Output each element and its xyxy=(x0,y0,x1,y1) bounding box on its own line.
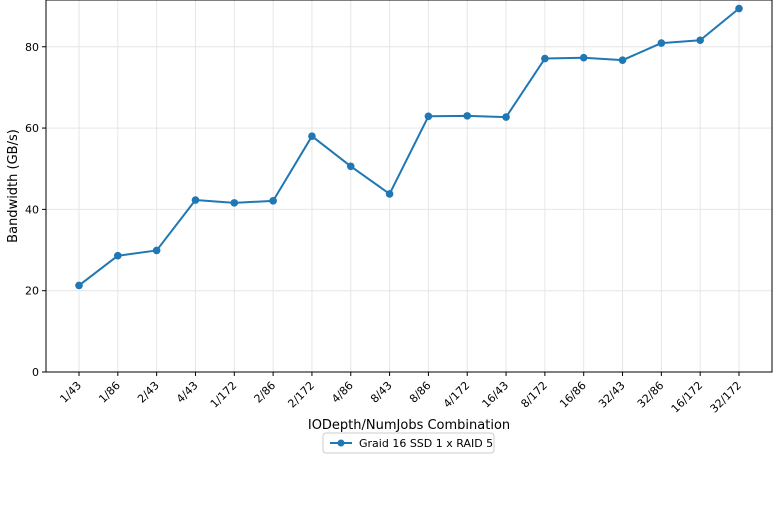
x-tick-label: 1/86 xyxy=(96,379,123,406)
x-tick-label: 2/172 xyxy=(285,379,317,411)
x-tick-label: 32/43 xyxy=(596,379,628,411)
data-point xyxy=(346,162,355,171)
legend-box xyxy=(322,432,495,454)
data-point xyxy=(269,197,277,205)
plot-area-frame xyxy=(45,0,773,373)
legend: Graid 16 SSD 1 x RAID 5 xyxy=(322,432,495,454)
data-point xyxy=(541,54,549,63)
data-point xyxy=(502,113,510,121)
x-axis-title: IODepth/NumJobs Combination xyxy=(308,418,510,433)
data-point xyxy=(657,39,666,47)
legend-marker-swatch xyxy=(337,439,345,447)
x-tick-label: 1/172 xyxy=(208,379,240,411)
x-tick-label: 2/86 xyxy=(252,379,279,406)
x-tick-label: 16/43 xyxy=(480,379,512,411)
x-tick-label: 8/86 xyxy=(407,379,434,406)
x-tick-label: 8/43 xyxy=(368,379,395,406)
data-point xyxy=(385,190,394,198)
y-tick-label: 40 xyxy=(25,203,39,216)
y-tick-label: 20 xyxy=(25,285,39,298)
x-tick-label: 32/172 xyxy=(708,379,745,416)
data-point xyxy=(618,56,627,64)
data-point xyxy=(579,53,588,62)
x-tick-label: 32/86 xyxy=(635,379,667,411)
x-axis-ticks: 1/43 1/86 2/43 4/43 1/172 2/86 2/172 4/86 8/43 8/… xyxy=(57,372,744,415)
data-point xyxy=(463,112,472,120)
grid-lines xyxy=(46,0,772,373)
series-layer xyxy=(75,4,743,290)
data-point xyxy=(696,36,704,45)
data-point xyxy=(424,112,433,121)
x-tick-label: 4/86 xyxy=(329,379,356,406)
x-tick-label: 16/86 xyxy=(557,379,589,411)
series-line xyxy=(78,7,740,287)
data-point xyxy=(191,196,200,204)
y-tick-label: 80 xyxy=(25,41,39,54)
y-tick-label: 0 xyxy=(32,366,39,379)
y-tick-label: 60 xyxy=(25,122,39,135)
data-point xyxy=(308,132,316,140)
y-axis-title: Bandwidth (GB/s) xyxy=(6,129,21,243)
data-point xyxy=(230,199,239,207)
x-tick-label: 4/172 xyxy=(441,379,473,411)
y-axis-ticks: 0 20 40 60 80 xyxy=(25,41,46,379)
data-point xyxy=(735,4,743,13)
x-tick-label: 4/43 xyxy=(174,379,201,406)
data-point xyxy=(152,246,161,255)
data-point xyxy=(75,281,83,290)
x-tick-label: 8/172 xyxy=(518,379,550,411)
data-point xyxy=(114,251,122,260)
legend-label: Graid 16 SSD 1 x RAID 5 xyxy=(359,437,493,450)
x-tick-label: 2/43 xyxy=(135,379,162,406)
x-tick-label: 16/172 xyxy=(669,379,706,416)
x-tick-label: 1/43 xyxy=(57,379,84,406)
